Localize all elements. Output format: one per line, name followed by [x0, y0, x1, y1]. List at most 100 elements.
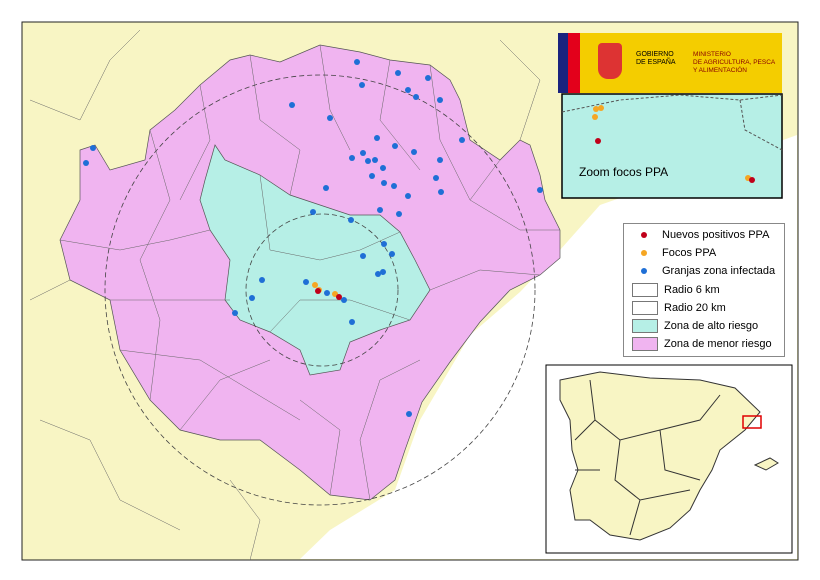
legend-swatch: [632, 319, 658, 333]
municipality-border: [269, 299, 411, 333]
farm-point: [90, 145, 96, 151]
legend-label: Radio 6 km: [664, 284, 720, 296]
balearic-islands: [753, 457, 779, 471]
municipality-border: [359, 359, 421, 501]
farm-point: [349, 155, 355, 161]
municipality-border: [119, 349, 301, 421]
farm-point: [395, 70, 401, 76]
farm-point: [396, 211, 402, 217]
government-logo: GOBIERNO DE ESPAÑA MINISTERIO DE AGRICUL…: [558, 33, 782, 93]
region-borders: [574, 379, 721, 536]
legend-label: Granjas zona infectada: [662, 265, 776, 277]
farm-point: [232, 310, 238, 316]
radius-6km-circle: [245, 213, 399, 367]
legend-item: Focos PPA: [624, 247, 716, 259]
farm-point: [360, 253, 366, 259]
ministry-text: MINISTERIO: [693, 51, 731, 58]
farm-point: [377, 207, 383, 213]
legend-item: Radio 20 km: [624, 301, 726, 315]
inset-new-positive-point: [749, 177, 755, 183]
farm-point: [380, 269, 386, 275]
municipality-border: [39, 419, 181, 531]
municipality-border: [319, 44, 351, 151]
legend-item: Zona de menor riesgo: [624, 337, 772, 351]
legend-label: Nuevos positivos PPA: [662, 229, 770, 241]
inset-focus-point: [592, 114, 598, 120]
farm-point: [375, 271, 381, 277]
farm-point: [437, 157, 443, 163]
farm-point: [433, 175, 439, 181]
legend-swatch: [632, 337, 658, 351]
farm-point: [425, 75, 431, 81]
zoom-inset: [561, 93, 783, 199]
municipality-border: [179, 359, 271, 431]
farm-point: [459, 137, 465, 143]
focus-point: [312, 282, 318, 288]
legend-label: Zona de alto riesgo: [664, 320, 759, 332]
farm-point: [391, 183, 397, 189]
legend-label: Focos PPA: [662, 247, 717, 259]
municipality-border: [429, 64, 501, 201]
logo-text: DE ESPAÑA: [636, 59, 676, 66]
legend-item: Radio 6 km: [624, 283, 720, 297]
legend-swatch: [641, 268, 647, 274]
farm-point: [372, 157, 378, 163]
spain-shape: [559, 371, 761, 541]
farm-point: [406, 411, 412, 417]
municipality-border: [469, 199, 560, 231]
legend-swatch: [632, 301, 658, 315]
farm-point: [359, 82, 365, 88]
farm-point: [360, 150, 366, 156]
farm-point: [289, 102, 295, 108]
municipality-border: [259, 174, 401, 261]
municipality-border: [299, 399, 341, 496]
farm-point: [310, 209, 316, 215]
municipality-border: [139, 129, 171, 401]
farm-point: [381, 180, 387, 186]
zoom-inset-label: Zoom focos PPA: [579, 165, 669, 179]
farm-point: [369, 173, 375, 179]
municipality-border: [379, 59, 421, 171]
legend-item: Nuevos positivos PPA: [624, 229, 769, 241]
municipality-border: [59, 229, 211, 251]
legend-swatch: [641, 250, 647, 256]
ministry-text: Y ALIMENTACIÓN: [693, 67, 747, 74]
high-risk-zone: [199, 144, 431, 376]
farm-point: [413, 94, 419, 100]
farm-point: [537, 187, 543, 193]
farm-point: [324, 290, 330, 296]
farm-point: [259, 277, 265, 283]
farm-point: [389, 251, 395, 257]
farm-point: [349, 319, 355, 325]
municipality-border: [229, 479, 261, 561]
farm-point: [354, 59, 360, 65]
legend-item: Granjas zona infectada: [624, 265, 775, 277]
farm-point: [249, 295, 255, 301]
farm-point: [381, 241, 387, 247]
farm-point: [437, 97, 443, 103]
farm-point: [323, 185, 329, 191]
logo-text: GOBIERNO: [636, 51, 674, 58]
inset-focus-point: [598, 105, 604, 111]
area-highlight-box: [742, 415, 762, 429]
municipality-border: [429, 269, 541, 291]
new-positive-point: [336, 294, 342, 300]
legend-swatch: [641, 232, 647, 238]
farm-point: [405, 87, 411, 93]
farm-point: [438, 189, 444, 195]
farm-point: [327, 115, 333, 121]
farm-point: [303, 279, 309, 285]
legend-item: Zona de alto riesgo: [624, 319, 758, 333]
municipality-border: [499, 39, 541, 141]
farm-point: [411, 149, 417, 155]
municipality-border: [29, 279, 71, 301]
farm-point: [392, 143, 398, 149]
farm-point: [83, 160, 89, 166]
legend-swatch: [632, 283, 658, 297]
farm-point: [374, 135, 380, 141]
inset-new-positive-point: [595, 138, 601, 144]
legend-label: Zona de menor riesgo: [664, 338, 772, 350]
municipality-borders: [29, 29, 560, 561]
farm-point: [380, 165, 386, 171]
